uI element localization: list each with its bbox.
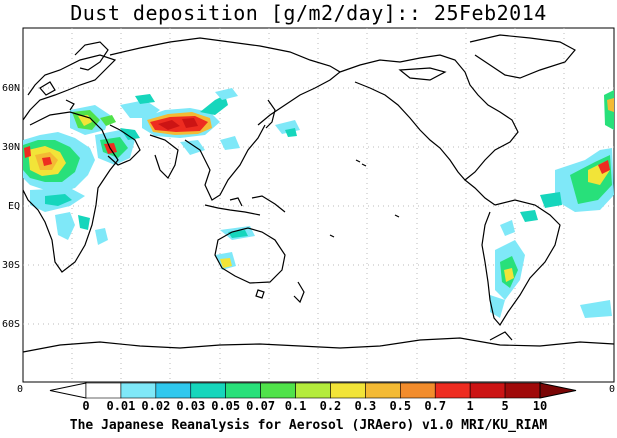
colorbar-labels: 0 0.01 0.02 0.03 0.05 0.07 0.1 0.2 0.3 0.5 0.7 1 5 10 — [82, 399, 547, 413]
axis-end-label-left: 0 — [17, 384, 23, 395]
colorbar-label: 0.2 — [320, 399, 342, 413]
lat-label-60s: 60S — [2, 319, 20, 330]
lat-label-60n: 60N — [2, 83, 20, 94]
colorbar-label: 10 — [533, 399, 547, 413]
colorbar-label: 0.5 — [389, 399, 411, 413]
colorbar-label: 0 — [82, 399, 89, 413]
latitude-labels: 60N 30N EQ 30S 60S — [2, 83, 20, 330]
colorbar-swatch — [260, 382, 296, 399]
colorbar-swatch — [85, 382, 122, 399]
colorbar-label: 0.1 — [285, 399, 307, 413]
colorbar-swatch — [295, 382, 331, 399]
credit-line: The Japanese Reanalysis for Aerosol (JRA… — [69, 418, 548, 433]
colorbar-label: 0.03 — [176, 399, 205, 413]
colorbar-label: 0.02 — [141, 399, 170, 413]
colorbar-swatch — [400, 382, 436, 399]
colorbar-arrow-low — [49, 382, 87, 399]
coastlines — [22, 34, 615, 353]
colorbar-swatch — [365, 382, 401, 399]
colorbar-swatch — [434, 382, 471, 399]
map-title: Dust deposition [g/m2/day]:: 25Feb2014 — [70, 1, 547, 25]
colorbar-swatch — [120, 382, 157, 399]
colorbar-swatch — [225, 382, 261, 399]
lat-label-30s: 30S — [2, 260, 20, 271]
colorbar-swatch — [504, 382, 541, 399]
colorbar-arrow-high — [539, 382, 577, 399]
colorbar-swatch — [469, 382, 506, 399]
lat-label-eq: EQ — [8, 201, 20, 212]
colorbar-swatch — [330, 382, 366, 399]
axis-end-label-right: 0 — [609, 384, 615, 395]
colorbar-label: 5 — [501, 399, 508, 413]
lat-label-30n: 30N — [2, 142, 20, 153]
colorbar-label: 0.05 — [211, 399, 240, 413]
colorbar — [49, 382, 577, 399]
colorbar-label: 0.01 — [106, 399, 135, 413]
colorbar-label: 1 — [467, 399, 474, 413]
colorbar-label: 0.7 — [424, 399, 446, 413]
colorbar-swatch — [155, 382, 192, 399]
colorbar-label: 0.07 — [246, 399, 275, 413]
graticule — [23, 28, 614, 382]
colorbar-label: 0.3 — [355, 399, 377, 413]
colorbar-swatch — [190, 382, 226, 399]
